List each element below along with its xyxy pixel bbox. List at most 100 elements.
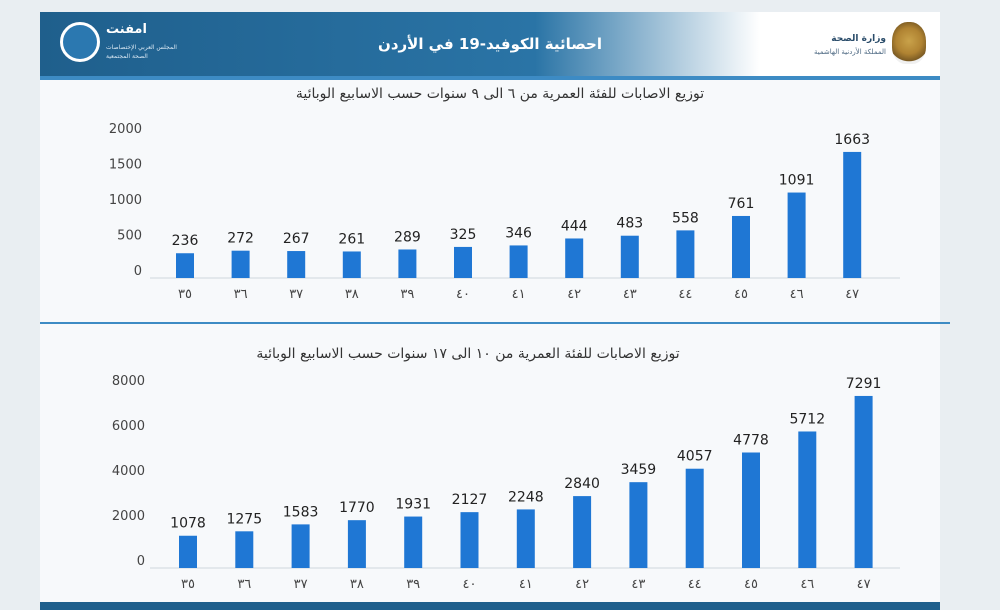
data-label: 1091 [779, 173, 815, 189]
bar [509, 245, 528, 278]
x-tick-label: ٤٧ [857, 577, 871, 592]
footer-bar [40, 602, 940, 610]
y-tick-label: 2000 [112, 509, 145, 524]
bar [685, 468, 704, 568]
data-label: 346 [505, 225, 532, 241]
bar [854, 395, 873, 568]
x-tick-label: ٣٨ [350, 577, 364, 592]
y-tick-label: 1000 [109, 193, 142, 208]
data-label: 4057 [677, 449, 713, 465]
amphnet-logo-subtitle-2: الصحة المجتمعية [106, 53, 148, 60]
bar [460, 512, 479, 568]
bar [454, 246, 472, 278]
bar [176, 253, 194, 278]
data-label: 3459 [621, 462, 657, 478]
amphnet-logo: امفنت المجلس العربي الإختصاصات الصحة الم… [60, 20, 180, 68]
data-label: 325 [450, 227, 477, 243]
data-label: 2248 [508, 489, 544, 505]
y-tick-label: 6000 [112, 419, 145, 434]
bar-chart-ages-6-9: توزيع الاصابات للفئة العمرية من ٦ الى ٩ … [109, 86, 900, 302]
data-label: 761 [728, 196, 755, 212]
x-tick-label: ٣٩ [406, 577, 420, 592]
x-tick-label: ٤٠ [456, 287, 470, 302]
y-tick-label: 8000 [112, 374, 145, 389]
bar [179, 535, 197, 568]
data-label: 272 [227, 231, 254, 247]
crest-icon [892, 22, 926, 64]
y-tick-label: 1500 [109, 158, 142, 173]
data-label: 289 [394, 229, 421, 245]
x-tick-label: ٣٦ [237, 577, 251, 592]
data-label: 261 [338, 231, 365, 247]
bar [398, 249, 417, 278]
data-label: 558 [672, 210, 699, 226]
globe-icon [60, 22, 100, 62]
data-label: 1663 [834, 132, 870, 148]
y-tick-label: 2000 [109, 122, 142, 137]
page-title: احصائية الكوفيد-19 في الأردن [378, 35, 602, 53]
bar [732, 215, 750, 278]
data-label: 483 [616, 216, 643, 232]
bar [565, 238, 584, 278]
chart-title: توزيع الاصابات للفئة العمرية من ٦ الى ٩ … [296, 86, 704, 102]
chart-title: توزيع الاصابات للفئة العمرية من ١٠ الى ١… [256, 346, 679, 362]
bar [742, 452, 760, 568]
x-tick-label: ٤٢ [567, 287, 581, 302]
data-label: 7291 [846, 376, 882, 392]
x-tick-label: ٤١ [519, 577, 533, 592]
x-tick-label: ٣٥ [178, 287, 192, 302]
bar-chart-ages-10-17: توزيع الاصابات للفئة العمرية من ١٠ الى ١… [112, 346, 900, 592]
data-label: 2127 [452, 492, 488, 508]
x-tick-label: ٣٧ [289, 287, 303, 302]
x-tick-label: ٣٦ [234, 287, 248, 302]
data-label: 236 [172, 233, 199, 249]
x-tick-label: ٤٣ [631, 577, 645, 592]
x-tick-label: ٤٧ [845, 287, 859, 302]
bar [404, 516, 423, 568]
y-tick-label: 500 [117, 229, 142, 244]
x-tick-label: ٣٥ [181, 577, 195, 592]
bar [676, 230, 695, 278]
x-tick-label: ٤٢ [575, 577, 589, 592]
bar [235, 531, 254, 568]
ministry-logo: وزارة الصحة المملكة الأردنية الهاشمية [806, 20, 926, 68]
amphnet-logo-subtitle-1: المجلس العربي الإختصاصات [106, 44, 177, 51]
bar [231, 250, 250, 278]
bar [342, 251, 361, 278]
x-tick-label: ٤٣ [623, 287, 637, 302]
data-label: 4778 [733, 432, 769, 448]
bar [287, 251, 306, 278]
data-label: 444 [561, 218, 588, 234]
x-tick-label: ٤٠ [463, 577, 477, 592]
x-tick-label: ٤٤ [688, 577, 702, 592]
ministry-name: وزارة الصحة [831, 34, 886, 44]
bar [347, 520, 366, 568]
data-label: 1275 [226, 511, 262, 527]
data-label: 2840 [564, 476, 600, 492]
y-tick-label: 0 [137, 554, 145, 569]
x-tick-label: ٤٦ [790, 287, 804, 302]
x-tick-label: ٤٥ [744, 577, 758, 592]
slide: امفنت المجلس العربي الإختصاصات الصحة الم… [40, 12, 950, 610]
data-label: 1583 [283, 504, 319, 520]
bar [798, 431, 817, 568]
x-tick-label: ٣٩ [400, 287, 414, 302]
bar [843, 151, 862, 278]
bar [620, 235, 639, 278]
bar [629, 482, 648, 568]
x-tick-label: ٤١ [512, 287, 526, 302]
data-label: 1770 [339, 500, 375, 516]
bar [516, 509, 535, 568]
y-tick-label: 0 [134, 264, 142, 279]
header-banner: امفنت المجلس العربي الإختصاصات الصحة الم… [40, 12, 940, 80]
ministry-subtitle: المملكة الأردنية الهاشمية [813, 48, 886, 56]
bar [573, 496, 592, 568]
data-label: 5712 [789, 411, 825, 427]
x-tick-label: ٣٨ [345, 287, 359, 302]
data-label: 1078 [170, 516, 206, 532]
data-label: 1931 [395, 497, 431, 513]
x-tick-label: ٤٤ [678, 287, 692, 302]
bar [291, 524, 310, 568]
x-tick-label: ٤٦ [800, 577, 814, 592]
bar [787, 192, 806, 278]
